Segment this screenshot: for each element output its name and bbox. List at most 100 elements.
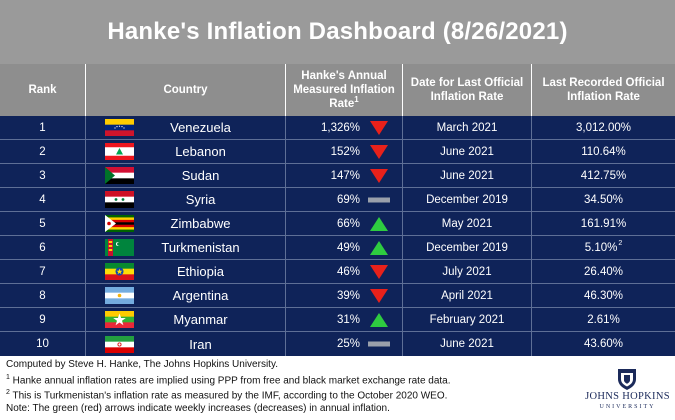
date-value: December 2019 bbox=[426, 241, 508, 254]
table-row: 7 Ethiopia 46% July 2021 26.40% bbox=[0, 260, 675, 284]
official-rate-cell: 43.60% bbox=[532, 332, 675, 356]
date-cell: June 2021 bbox=[403, 332, 532, 356]
myanmar-flag-icon bbox=[105, 311, 134, 328]
table-row: 10 Iran 25% June 2021 43.60% bbox=[0, 332, 675, 356]
official-rate-value: 161.91% bbox=[580, 217, 627, 230]
header-date: Date for Last Official Inflation Rate bbox=[403, 64, 532, 116]
annual-rate-value: 147% bbox=[330, 169, 360, 182]
zimbabwe-flag-icon bbox=[105, 215, 134, 232]
rank-value: 7 bbox=[39, 265, 46, 278]
date-cell: April 2021 bbox=[403, 284, 532, 307]
official-rate-value: 46.30% bbox=[583, 289, 623, 302]
annual-rate-value: 66% bbox=[336, 217, 360, 230]
official-rate-cell: 34.50% bbox=[532, 188, 675, 211]
header-official-label: Last Recorded Official Inflation Rate bbox=[542, 77, 665, 103]
footnote-1: 1 Hanke annual inflation rates are impli… bbox=[6, 372, 566, 388]
footnote-1-text: Hanke annual inflation rates are implied… bbox=[9, 374, 451, 386]
rank-cell: 4 bbox=[0, 188, 86, 211]
annual-rate-cell: 152% bbox=[286, 140, 403, 163]
date-value: May 2021 bbox=[441, 217, 493, 230]
date-value: June 2021 bbox=[440, 169, 494, 182]
header-country-label: Country bbox=[163, 84, 208, 96]
date-value: June 2021 bbox=[440, 145, 494, 158]
date-cell: December 2019 bbox=[403, 236, 532, 259]
annual-rate-value: 31% bbox=[336, 313, 360, 326]
annual-rate-value: 69% bbox=[336, 193, 360, 206]
official-rate-value: 412.75% bbox=[580, 169, 627, 182]
annual-rate-value: 49% bbox=[336, 241, 360, 254]
official-rate-cell: 3,012.00% bbox=[532, 116, 675, 139]
country-name: Venezuela bbox=[170, 120, 231, 135]
argentina-flag-icon bbox=[105, 287, 134, 304]
rank-cell: 9 bbox=[0, 308, 86, 331]
table-body: 1 Venezuela 1,326% March 2021 3,012.00% 2 Leba… bbox=[0, 116, 675, 356]
official-rate-cell: 110.64% bbox=[532, 140, 675, 163]
annual-rate-value: 25% bbox=[336, 338, 360, 350]
country-name: Lebanon bbox=[175, 144, 226, 159]
rank-cell: 10 bbox=[0, 332, 86, 356]
country-cell: Argentina bbox=[86, 284, 286, 307]
rank-value: 9 bbox=[39, 313, 46, 326]
country-cell: Myanmar bbox=[86, 308, 286, 331]
annual-rate-cell: 147% bbox=[286, 164, 403, 187]
date-cell: February 2021 bbox=[403, 308, 532, 331]
date-value: July 2021 bbox=[442, 265, 492, 278]
rank-cell: 2 bbox=[0, 140, 86, 163]
table-row: 3 Sudan 147% June 2021 412.75% bbox=[0, 164, 675, 188]
country-name: Syria bbox=[185, 192, 216, 207]
official-rate-cell: 5.10% 2 bbox=[532, 236, 675, 259]
header-date-label: Date for Last Official Inflation Rate bbox=[410, 77, 524, 103]
header-country: Country bbox=[86, 64, 286, 116]
country-name: Sudan bbox=[181, 168, 220, 183]
country-cell: Iran bbox=[86, 332, 286, 356]
header-rank: Rank bbox=[0, 64, 86, 116]
arrow-up-icon bbox=[368, 216, 390, 232]
annual-rate-value: 46% bbox=[336, 265, 360, 278]
arrow-up-icon bbox=[368, 312, 390, 328]
header-annual-rate: Hanke's Annual Measured Inflation Rate1 bbox=[286, 64, 403, 116]
rank-value: 10 bbox=[36, 338, 49, 350]
rank-cell: 6 bbox=[0, 236, 86, 259]
annual-rate-cell: 69% bbox=[286, 188, 403, 211]
lebanon-flag-icon bbox=[105, 143, 134, 160]
rank-value: 2 bbox=[39, 145, 46, 158]
turkmenistan-flag-icon bbox=[105, 239, 134, 256]
annual-rate-cell: 49% bbox=[286, 236, 403, 259]
country-name: Iran bbox=[189, 336, 212, 352]
date-value: April 2021 bbox=[441, 289, 493, 302]
date-cell: June 2021 bbox=[403, 164, 532, 187]
annual-rate-cell: 46% bbox=[286, 260, 403, 283]
header-annual-rate-label: Hanke's Annual Measured Inflation Rate1 bbox=[292, 69, 396, 111]
country-cell: Lebanon bbox=[86, 140, 286, 163]
date-value: March 2021 bbox=[436, 121, 498, 134]
arrow-down-icon bbox=[368, 120, 390, 136]
table-header: Rank Country Hanke's Annual Measured Inf… bbox=[0, 64, 675, 116]
ethiopia-flag-icon bbox=[105, 263, 134, 280]
rank-value: 5 bbox=[39, 217, 46, 230]
table-row: 9 Myanmar 31% February 2021 2.61% bbox=[0, 308, 675, 332]
country-name: Turkmenistan bbox=[161, 240, 240, 255]
arrow-down-icon bbox=[368, 144, 390, 160]
country-name: Zimbabwe bbox=[170, 216, 231, 231]
rank-value: 3 bbox=[39, 169, 46, 182]
header-official: Last Recorded Official Inflation Rate bbox=[532, 64, 675, 116]
annual-rate-value: 1,326% bbox=[320, 121, 360, 134]
annual-rate-value: 39% bbox=[336, 289, 360, 302]
official-rate-cell: 412.75% bbox=[532, 164, 675, 187]
header-annual-rate-text: Hanke's Annual Measured Inflation Rate bbox=[293, 70, 395, 110]
logo-sub: UNIVERSITY bbox=[599, 404, 656, 410]
country-cell: Sudan bbox=[86, 164, 286, 187]
official-rate-cell: 46.30% bbox=[532, 284, 675, 307]
annual-rate-cell: 25% bbox=[286, 332, 403, 356]
annual-rate-cell: 31% bbox=[286, 308, 403, 331]
rank-cell: 3 bbox=[0, 164, 86, 187]
footnotes: Computed by Steve H. Hanke, The Johns Ho… bbox=[6, 359, 566, 416]
header-annual-rate-footnote: 1 bbox=[354, 95, 359, 105]
footnote-2-marker: 2 bbox=[6, 389, 10, 397]
official-rate-cell: 161.91% bbox=[532, 212, 675, 235]
official-rate-cell: 26.40% bbox=[532, 260, 675, 283]
iran-flag-icon bbox=[105, 335, 134, 353]
rank-cell: 8 bbox=[0, 284, 86, 307]
official-rate-value: 5.10% bbox=[584, 241, 618, 254]
country-name: Argentina bbox=[172, 288, 229, 303]
